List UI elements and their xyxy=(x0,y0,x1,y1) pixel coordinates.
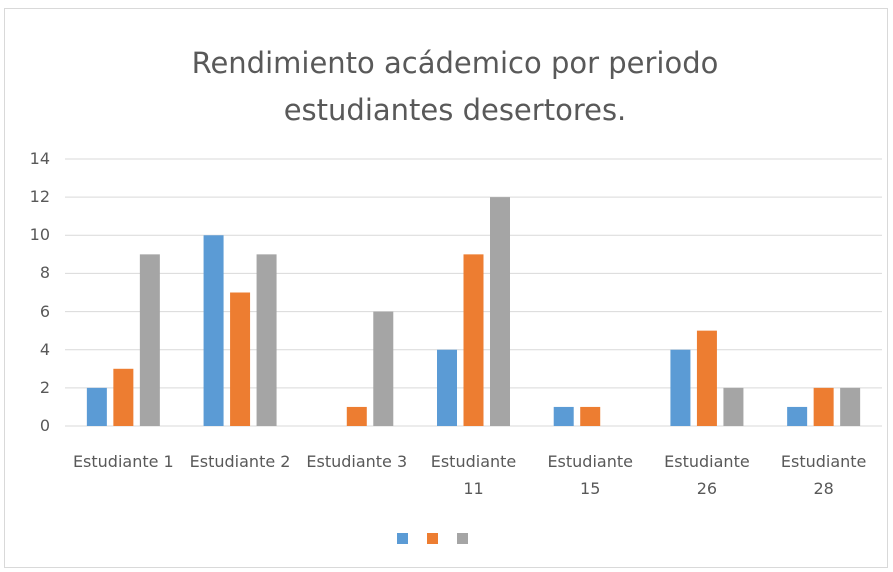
x-tick-label: Estudiante 15 xyxy=(547,452,633,498)
bar xyxy=(840,387,861,426)
bar xyxy=(86,387,107,426)
y-tick-label: 0 xyxy=(39,416,50,435)
bar xyxy=(256,254,277,426)
y-tick-label: 4 xyxy=(39,339,50,359)
bar xyxy=(553,406,574,426)
bar xyxy=(723,387,744,426)
x-tick-label: Estudiante 26 xyxy=(664,452,750,498)
y-tick-label: 6 xyxy=(39,301,50,321)
bar xyxy=(787,406,808,426)
y-tick-label: 14 xyxy=(29,149,50,168)
bar xyxy=(580,406,601,426)
y-tick-label: 10 xyxy=(29,225,50,245)
bar xyxy=(139,254,160,426)
legend-swatch xyxy=(427,533,438,544)
legend-swatch xyxy=(397,533,408,544)
bar xyxy=(373,311,394,426)
chart-title: Rendimiento acádemico por periodo estudi… xyxy=(191,46,719,127)
x-tick-label: Estudiante 3 xyxy=(306,452,408,471)
bar xyxy=(113,368,134,426)
bar xyxy=(230,292,251,426)
bar xyxy=(346,406,367,426)
bar xyxy=(203,235,224,426)
x-tick-label: Estudiante 1 xyxy=(72,452,174,471)
bar xyxy=(437,349,457,426)
bar xyxy=(696,330,717,426)
chart-frame xyxy=(4,8,888,568)
legend-swatch xyxy=(457,533,468,544)
x-tick-label: Estudiante 2 xyxy=(189,452,291,471)
bar xyxy=(490,197,510,426)
x-tick-label: Estudiante 11 xyxy=(430,452,517,498)
y-tick-label: 8 xyxy=(39,263,50,283)
bar xyxy=(813,387,834,426)
bar xyxy=(670,349,691,426)
y-tick-label: 2 xyxy=(39,377,50,397)
x-tick-label: Estudiante 28 xyxy=(780,452,867,498)
bar xyxy=(463,254,484,426)
y-tick-label: 12 xyxy=(29,187,50,207)
